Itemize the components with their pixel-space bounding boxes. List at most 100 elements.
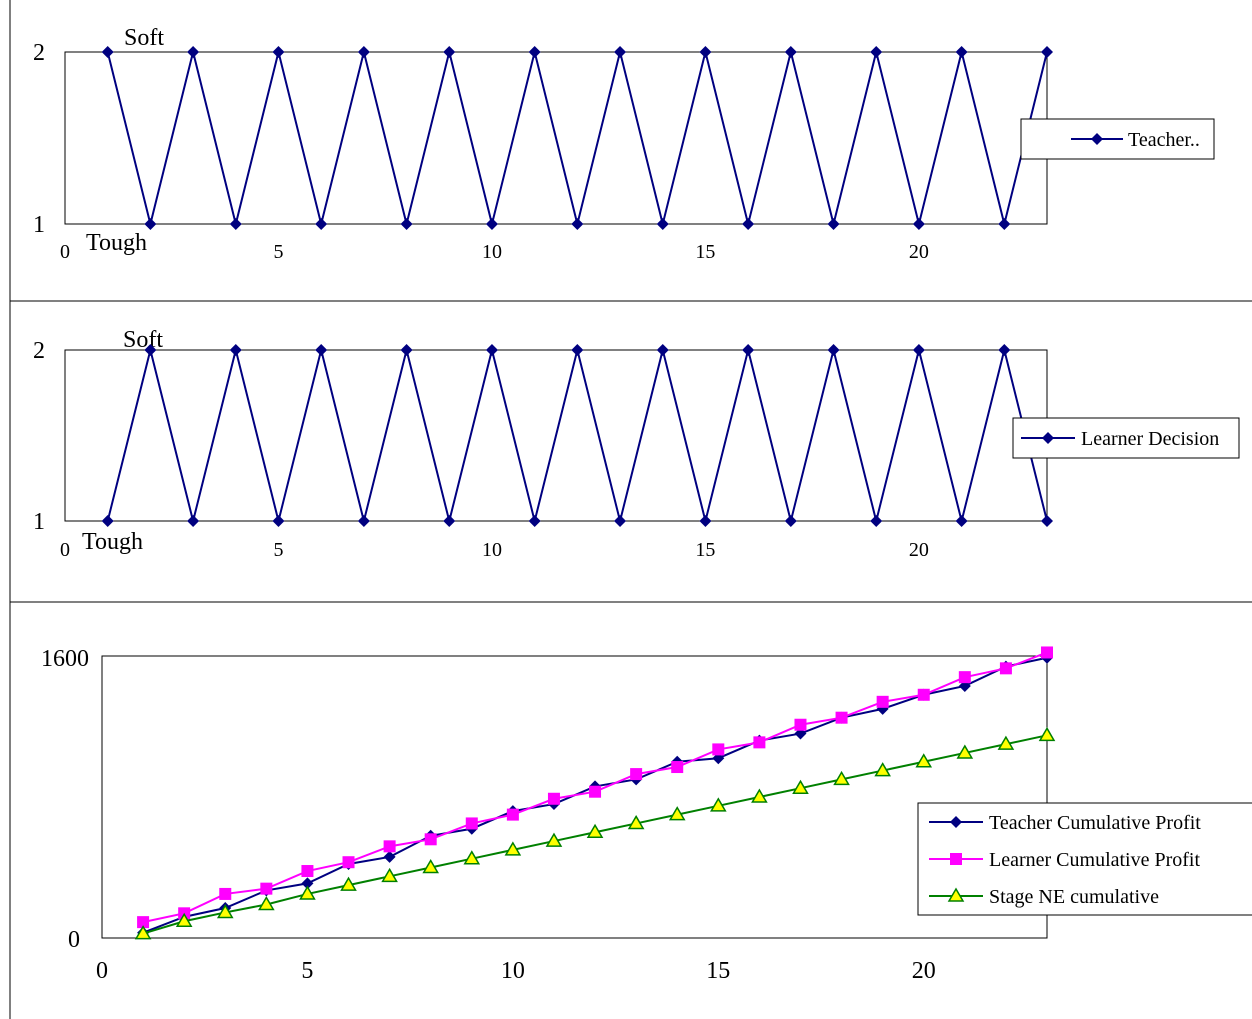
marker-square: [465, 817, 478, 830]
legend-marker-diamond: [1042, 432, 1054, 444]
marker-diamond: [784, 515, 797, 527]
legend-marker-triangle: [947, 887, 965, 902]
marker-square: [712, 743, 725, 756]
marker-diamond: [485, 218, 498, 230]
marker-triangle: [134, 925, 152, 940]
marker-triangle: [504, 841, 522, 856]
marker-diamond: [229, 344, 242, 356]
x-tick-10: 10: [482, 539, 502, 561]
legend: Teacher Cumulative Profit Learner Cumula…: [917, 802, 1252, 916]
marker-diamond: [955, 46, 968, 58]
legend-marker-diamond: [1091, 133, 1103, 145]
annotation-tough: Tough: [82, 529, 143, 555]
y-tick-2: 2: [33, 338, 45, 364]
marker-square: [876, 695, 889, 708]
marker-diamond: [912, 218, 925, 230]
marker-triangle: [627, 814, 645, 830]
marker-square: [137, 916, 150, 929]
marker-diamond: [742, 218, 755, 230]
marker-diamond: [784, 46, 797, 58]
marker-diamond: [315, 218, 328, 230]
marker-diamond: [315, 344, 328, 356]
marker-diamond: [699, 46, 712, 58]
marker-diamond: [742, 344, 755, 356]
x-tick-0: 0: [96, 958, 108, 984]
marker-square: [1041, 646, 1053, 659]
marker-square: [999, 662, 1012, 675]
x-tick-15: 15: [706, 958, 730, 984]
marker-diamond: [144, 344, 157, 356]
marker-diamond: [656, 344, 669, 356]
marker-diamond: [485, 344, 498, 356]
marker-triangle: [668, 806, 686, 821]
marker-diamond: [528, 515, 541, 527]
x-tick-labels: 0 5 10 15 20: [60, 241, 929, 263]
x-tick-10: 10: [482, 241, 502, 263]
y-tick-1: 1: [33, 212, 45, 238]
legend-label-learner: Learner Cumulative Profit: [989, 849, 1200, 871]
x-tick-0: 0: [60, 241, 70, 263]
annotation-soft: Soft: [123, 327, 163, 353]
marker-diamond: [827, 344, 840, 356]
marker-diamond: [827, 218, 840, 230]
marker-square: [835, 711, 848, 724]
series-line-0: [106, 349, 1048, 522]
marker-diamond: [101, 515, 114, 527]
marker-triangle: [915, 753, 933, 768]
marker-diamond: [998, 218, 1011, 230]
marker-triangle: [956, 744, 974, 759]
marker-diamond: [187, 515, 200, 527]
marker-diamond: [443, 515, 456, 527]
marker-square: [589, 785, 602, 798]
y-tick-2: 2: [33, 40, 45, 66]
legend-label: Teacher..: [1128, 129, 1200, 151]
marker-diamond: [614, 515, 627, 527]
marker-triangle: [997, 735, 1015, 750]
marker-triangle: [422, 859, 440, 874]
marker-diamond: [272, 515, 285, 527]
learner-decision-chart: 2 1 Soft Tough 0 5 10 15 20 Learner Decision: [33, 327, 1240, 561]
marker-triangle: [586, 823, 604, 838]
x-tick-5: 5: [301, 958, 313, 984]
marker-square: [917, 688, 930, 701]
marker-triangle: [545, 832, 563, 847]
y-tick-1600: 1600: [41, 646, 89, 672]
legend-marker-square: [950, 853, 962, 865]
marker-diamond: [699, 515, 712, 527]
marker-square: [671, 761, 684, 774]
x-tick-5: 5: [273, 241, 283, 263]
marker-diamond: [571, 344, 584, 356]
marker-diamond: [357, 46, 370, 58]
y-tick-1: 1: [33, 509, 45, 535]
series-group: [101, 46, 1053, 230]
marker-square: [547, 792, 560, 805]
marker-diamond: [1041, 46, 1053, 58]
marker-diamond: [383, 850, 396, 863]
annotation-soft: Soft: [124, 25, 164, 51]
x-tick-20: 20: [912, 958, 936, 984]
x-tick-15: 15: [695, 539, 715, 561]
marker-triangle: [874, 762, 891, 777]
legend-label-ne: Stage NE cumulative: [989, 886, 1159, 908]
marker-triangle: [792, 779, 809, 794]
marker-square: [342, 856, 355, 869]
x-tick-20: 20: [909, 241, 929, 263]
marker-square: [958, 671, 971, 684]
x-tick-5: 5: [273, 539, 283, 561]
marker-triangle: [216, 903, 234, 919]
legend-label: Learner Decision: [1081, 428, 1219, 450]
marker-square: [424, 833, 437, 846]
marker-triangle: [258, 896, 275, 911]
marker-diamond: [571, 218, 584, 230]
y-tick-0: 0: [68, 927, 80, 953]
marker-triangle: [751, 788, 768, 803]
marker-diamond: [229, 218, 242, 230]
marker-triangle: [463, 850, 481, 865]
marker-diamond: [272, 46, 285, 58]
marker-diamond: [144, 218, 157, 230]
legend: Learner Decision: [1012, 417, 1240, 459]
marker-triangle: [175, 912, 193, 928]
marker-diamond: [528, 46, 541, 58]
marker-diamond: [400, 218, 413, 230]
marker-diamond: [101, 46, 114, 58]
